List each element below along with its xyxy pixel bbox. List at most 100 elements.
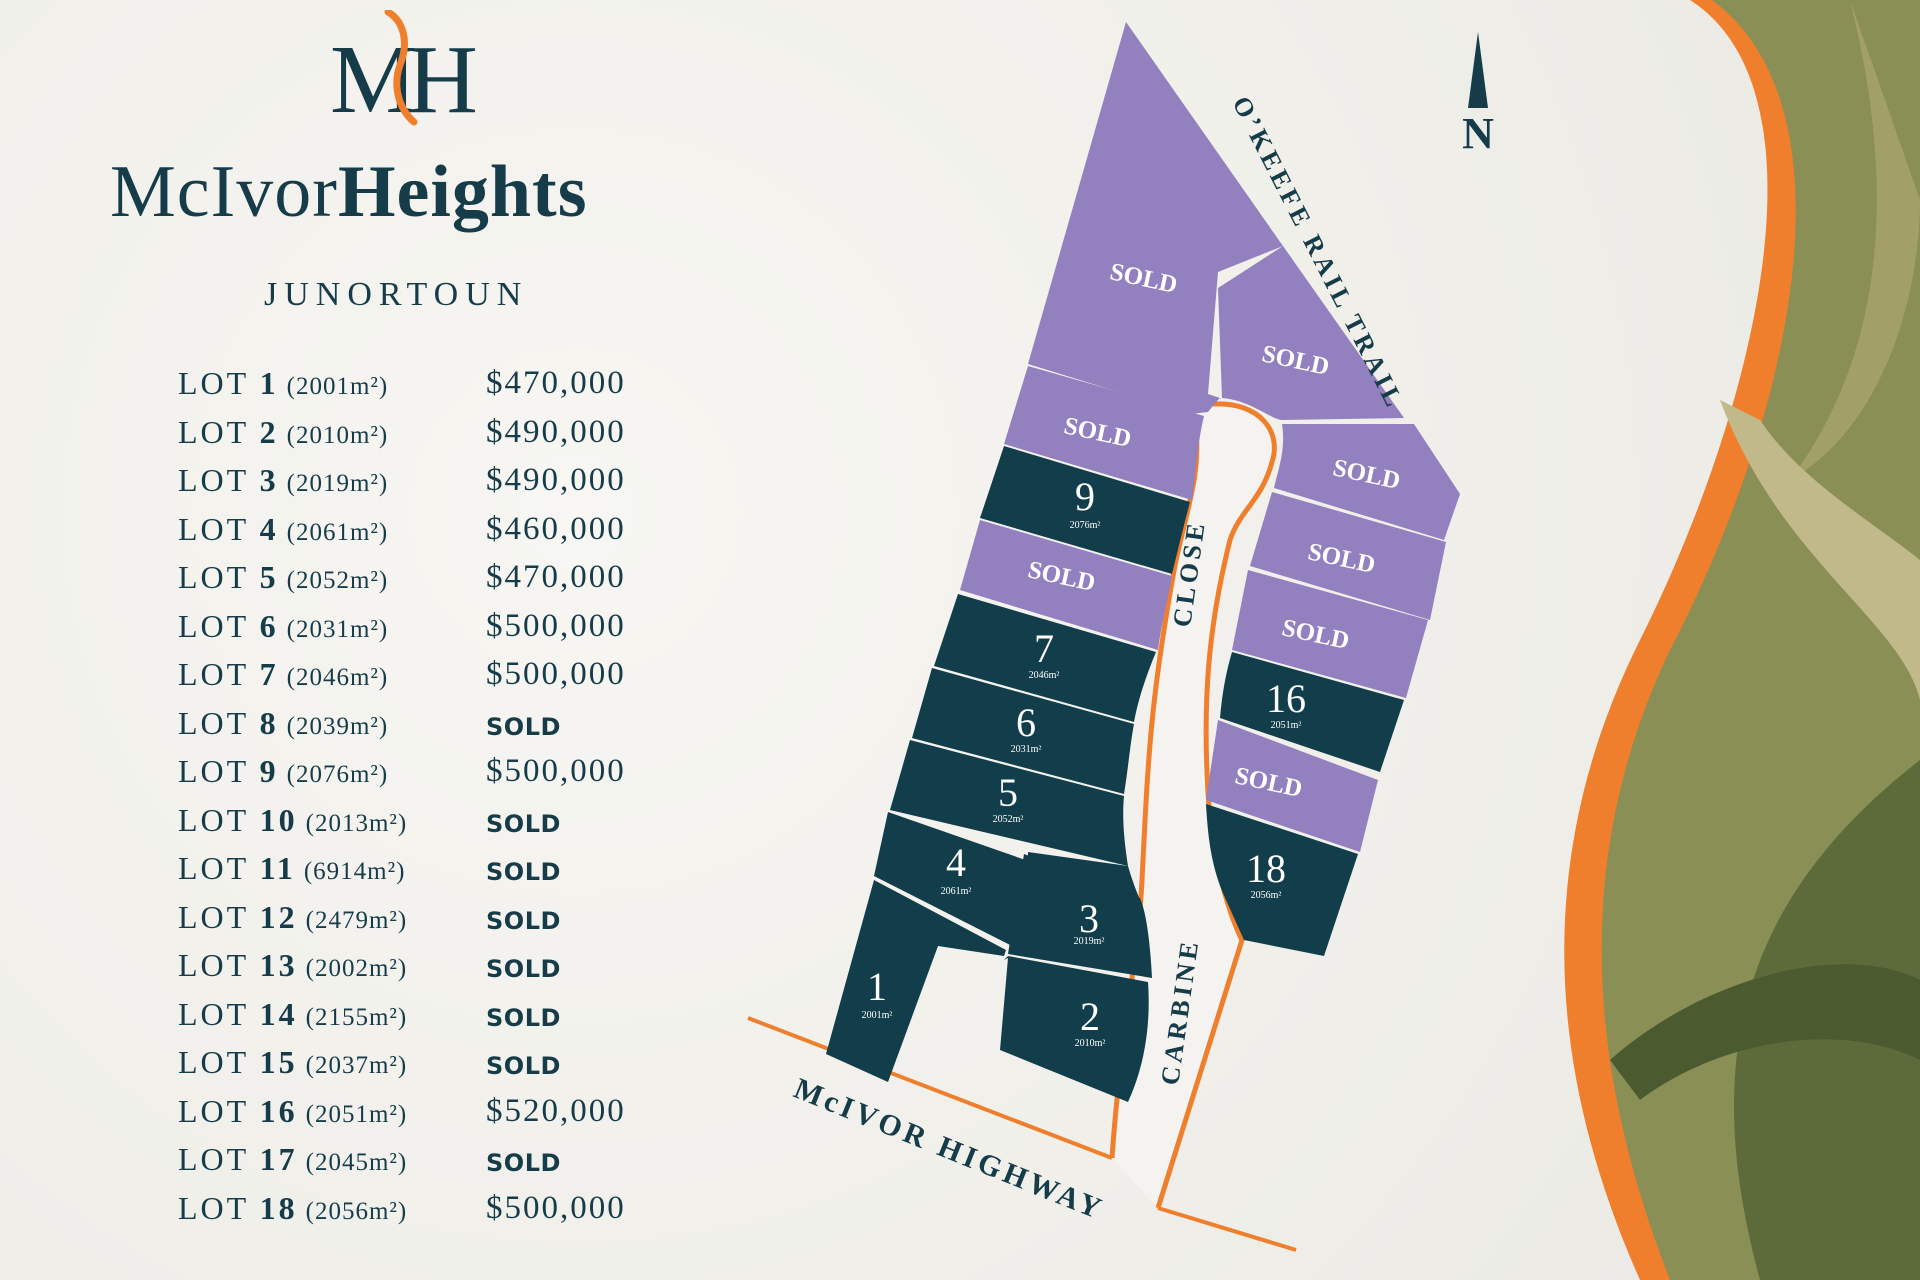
- lot-name: LOT 6 (2031m²): [178, 608, 388, 645]
- available-lot: [890, 740, 1128, 866]
- logo-swoosh: [384, 10, 418, 126]
- plan-lot-number: 16: [1266, 676, 1306, 721]
- lot-name: LOT 9 (2076m²): [178, 753, 388, 790]
- lot-prefix: LOT: [178, 413, 249, 450]
- leaf-shape: [1610, 964, 1920, 1100]
- lot-number: 7: [259, 656, 279, 692]
- sold-lot: [960, 520, 1172, 650]
- available-lot: [1220, 652, 1404, 772]
- brand-name-bold: Heights: [337, 151, 588, 233]
- lot-list-row: LOT 1 (2001m²) $470,000: [178, 363, 698, 412]
- lot-name: LOT 1 (2001m²): [178, 365, 388, 402]
- sold-lot: [1028, 22, 1283, 414]
- lot-prefix: LOT: [178, 801, 249, 838]
- highway-road-edge: [747, 1016, 1113, 1160]
- lot-name: LOT 17 (2045m²): [178, 1141, 407, 1178]
- lot-list-row: LOT 17 (2045m²) SOLD: [178, 1139, 698, 1188]
- lot-number: 18: [259, 1189, 298, 1226]
- plan-lot-number: 3: [1079, 896, 1099, 941]
- available-lot: [980, 446, 1190, 574]
- lot-price: $470,000: [486, 559, 626, 595]
- lot-number: 9: [259, 753, 279, 789]
- lot-number: 1: [259, 365, 279, 401]
- lot-price-list: LOT 1 (2001m²) $470,000 LOT 2 (2010m²) $490,0…: [178, 363, 698, 1236]
- north-arrow-icon: [1468, 32, 1488, 108]
- lot-list-row: LOT 3 (2019m²) $490,000: [178, 460, 698, 509]
- leaf-shape: [1790, 0, 1920, 480]
- lot-list-row: LOT 5 (2052m²) $470,000: [178, 557, 698, 606]
- lot-prefix: LOT: [178, 947, 249, 983]
- lot-number: 8: [259, 704, 279, 741]
- lot-number: 13: [259, 947, 298, 983]
- lot-prefix: LOT: [178, 559, 249, 595]
- lot-list-row: LOT 15 (2037m²) SOLD: [178, 1042, 698, 1091]
- sold-lot: [1274, 424, 1460, 540]
- lot-name: LOT 11 (6914m²): [178, 850, 405, 887]
- leaf-shape: [1720, 400, 1920, 700]
- lot-number: 3: [259, 462, 279, 498]
- lot-number: 17: [259, 1141, 298, 1177]
- lot-number: 6: [259, 607, 279, 644]
- plan-lot-area: 2001m²: [862, 1010, 893, 1021]
- plan-lot-number: 4: [946, 840, 966, 885]
- lot-name: LOT 18 (2056m²): [178, 1190, 407, 1227]
- brand-name: McIvorHeights: [110, 150, 588, 235]
- lot-list-row: LOT 8 (2039m²) SOLD: [178, 703, 698, 752]
- north-label: N: [1462, 109, 1494, 158]
- plan-lot-number: 18: [1246, 846, 1286, 891]
- plan-lot-area: 2031m²: [1011, 744, 1042, 755]
- lot-area: (2039m²): [286, 712, 389, 740]
- plan-lot-area: 2051m²: [1271, 720, 1302, 731]
- plan-lot-area: 2052m²: [993, 814, 1024, 825]
- lot-number: 10: [259, 801, 298, 838]
- plan-lot-number: 2: [1080, 994, 1100, 1039]
- lot-list-row: LOT 2 (2010m²) $490,000: [178, 412, 698, 461]
- lot-prefix: LOT: [178, 1092, 249, 1129]
- lot-name: LOT 2 (2010m²): [178, 414, 388, 451]
- lot-area: (2002m²): [305, 955, 408, 982]
- lot-sold-status: SOLD: [486, 906, 561, 935]
- available-lot: [1008, 854, 1152, 978]
- lot-area: (2052m²): [286, 567, 389, 594]
- lot-prefix: LOT: [178, 1141, 249, 1177]
- lot-price: $520,000: [486, 1092, 626, 1129]
- lot-price: $500,000: [486, 607, 626, 644]
- lot-name: LOT 4 (2061m²): [178, 511, 388, 548]
- plan-lot-number: 5: [998, 770, 1018, 815]
- plan-lot-area: 2010m²: [1075, 1038, 1106, 1049]
- lot-area: (2031m²): [286, 615, 389, 643]
- lot-prefix: LOT: [178, 1189, 249, 1226]
- available-lot: [1000, 956, 1149, 1102]
- lot-number: 12: [259, 898, 298, 935]
- lot-name: LOT 16 (2051m²): [178, 1093, 407, 1130]
- plan-lot-area: 2056m²: [1251, 890, 1282, 901]
- mh-monogram-logo: MH: [330, 10, 480, 130]
- lot-sold-status: SOLD: [486, 955, 561, 983]
- lot-prefix: LOT: [178, 753, 249, 789]
- lot-prefix: LOT: [178, 995, 249, 1032]
- lot-list-row: LOT 14 (2155m²) SOLD: [178, 994, 698, 1043]
- lot-sold-status: SOLD: [486, 1149, 561, 1177]
- lot-name: LOT 14 (2155m²): [178, 996, 407, 1033]
- lot-number: 15: [259, 1044, 298, 1080]
- lot-price: $500,000: [486, 1189, 626, 1226]
- sold-lot: [1206, 720, 1378, 852]
- lot-sold-status: SOLD: [486, 1052, 561, 1080]
- lot-price: $470,000: [486, 365, 626, 401]
- lot-number: 16: [259, 1092, 298, 1129]
- lot-list-row: LOT 7 (2046m²) $500,000: [178, 654, 698, 703]
- lot-list-row: LOT 10 (2013m²) SOLD: [178, 800, 698, 849]
- available-lot: [874, 812, 1140, 952]
- lot-list-row: LOT 12 (2479m²) SOLD: [178, 897, 698, 946]
- lot-prefix: LOT: [178, 510, 249, 547]
- lot-prefix: LOT: [178, 704, 249, 741]
- lot-sold-status: SOLD: [486, 712, 561, 741]
- lot-area: (2061m²): [286, 518, 389, 546]
- lot-list-row: LOT 4 (2061m²) $460,000: [178, 509, 698, 558]
- highway-road-edge: [1157, 1206, 1297, 1252]
- lot-list-row: LOT 16 (2051m²) $520,000: [178, 1091, 698, 1140]
- lot-area: (2037m²): [305, 1052, 408, 1079]
- lot-area: (6914m²): [303, 858, 406, 885]
- lot-number: 4: [259, 510, 279, 547]
